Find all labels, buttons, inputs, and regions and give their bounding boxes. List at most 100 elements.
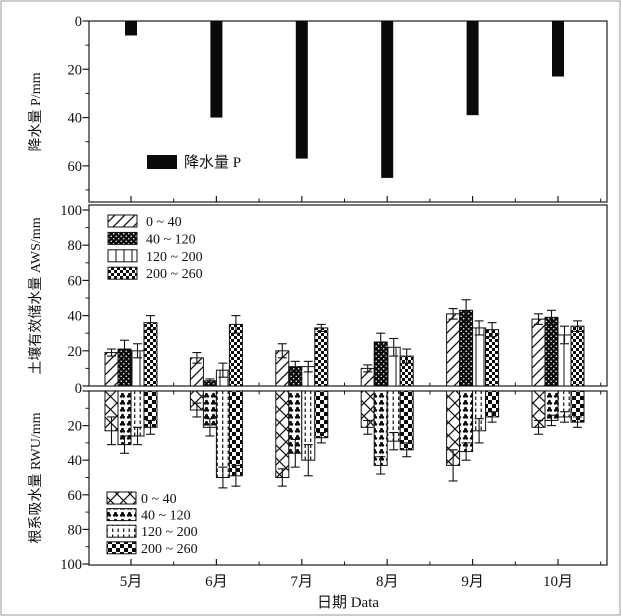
legend-label: 0 ~ 40 xyxy=(141,492,177,507)
bar-6月-120~200 xyxy=(215,390,230,478)
error-bar xyxy=(573,416,582,428)
panel-root-water-uptake: 20 40 60 80 100 根系吸水量 RWU/mm 0 ~ 40 40 ~ 120120… xyxy=(28,390,608,573)
legend-item-200~260: 200 ~ 260 xyxy=(106,541,198,557)
error-bar xyxy=(231,315,241,334)
y-tick-label: 100 xyxy=(60,203,82,219)
error-bar xyxy=(146,315,155,331)
y-tick-label: 80 xyxy=(68,238,83,254)
bar-6月-200~260 xyxy=(228,390,243,477)
error-bar xyxy=(547,414,556,427)
legend-item-120~200: 120 ~ 200 xyxy=(106,524,198,540)
legend-label: 40 ~ 120 xyxy=(141,509,191,524)
error-bar xyxy=(218,466,228,489)
y-tick-label: 80 xyxy=(68,522,83,538)
error-bar xyxy=(133,343,142,359)
error-bar xyxy=(120,435,129,454)
error-bar xyxy=(205,378,215,384)
error-bar xyxy=(461,299,471,322)
error-bar xyxy=(376,456,386,475)
error-bar xyxy=(402,442,412,458)
error-bar xyxy=(487,322,497,338)
bar-7月-0~40 xyxy=(275,390,290,478)
bar-9月-0~40 xyxy=(446,313,461,387)
bars xyxy=(104,299,585,387)
y-axis-title: 土壤有效储水量 AWS/mm xyxy=(27,217,44,374)
y-axis: 20 40 60 80 100 xyxy=(60,390,89,573)
legend-item-40~120: 40 ~ 120 xyxy=(106,508,191,524)
error-bar xyxy=(474,320,484,336)
legend-label: 120 ~ 200 xyxy=(141,525,198,540)
legend-swatch-black-clubs xyxy=(106,508,137,522)
legend-item-40~120: 40 ~ 120 xyxy=(107,231,196,247)
month-label: 8月 xyxy=(376,574,399,590)
y-tick-label: 20 xyxy=(68,344,83,360)
legend-swatch-solid-black xyxy=(147,155,177,169)
error-bar xyxy=(560,325,569,345)
legend-swatch-vertical-line xyxy=(107,249,138,263)
legend-swatch-cross-hatch xyxy=(106,491,137,505)
y-axis: 0 20 40 60 80 100 xyxy=(60,203,89,397)
legend-swatch-diagonal xyxy=(107,214,138,228)
precip-bar-10月 xyxy=(552,21,564,77)
y-tick-label: 40 xyxy=(68,309,83,325)
error-bar xyxy=(303,360,313,373)
error-bar xyxy=(316,431,326,444)
legend-label: 0 ~ 40 xyxy=(146,215,182,230)
bar-7月-200~260 xyxy=(314,390,329,439)
error-bar xyxy=(402,348,412,364)
month-label: 6月 xyxy=(205,574,228,590)
y-tick-label: 20 xyxy=(68,62,83,78)
x-axis-title: 日期 Data xyxy=(317,594,379,611)
error-bar xyxy=(107,416,116,446)
error-bar xyxy=(277,343,287,359)
legend-label: 120 ~ 200 xyxy=(146,250,203,265)
bar-9月-40~120 xyxy=(459,309,474,387)
bars xyxy=(125,21,564,178)
legend-item-200~260: 200 ~ 260 xyxy=(107,266,203,282)
panel-frame xyxy=(88,20,608,203)
precip-bar-5月 xyxy=(125,21,137,36)
y-tick-label: 0 xyxy=(75,381,82,397)
y-axis-title: 降水量 P/mm xyxy=(28,72,44,151)
month-label: 9月 xyxy=(461,574,484,590)
y-tick-label: 60 xyxy=(68,273,83,289)
error-bar xyxy=(205,418,215,437)
error-bar xyxy=(316,323,326,332)
x-axis xyxy=(130,196,602,202)
error-bar xyxy=(547,309,556,325)
month-label: 7月 xyxy=(291,574,314,590)
bar-10月-40~120 xyxy=(544,316,559,387)
bar-7月-200~260 xyxy=(314,327,329,387)
error-bar xyxy=(474,418,484,444)
legend-swatch-checker-small xyxy=(107,266,138,280)
y-axis: 0 20 40 60 xyxy=(68,14,89,191)
bar-10月-0~40 xyxy=(531,318,546,387)
precip-bar-8月 xyxy=(381,21,394,178)
error-bar xyxy=(376,332,386,352)
error-bar xyxy=(461,442,471,461)
error-bar xyxy=(303,444,313,477)
legend-label: 200 ~ 260 xyxy=(141,542,198,557)
bar-8月-200~260 xyxy=(399,390,414,451)
error-bar xyxy=(389,431,399,451)
bars xyxy=(104,390,585,489)
legend-swatch-vertical-dash xyxy=(106,524,137,538)
error-bar xyxy=(534,313,543,325)
precip-bar-7月 xyxy=(295,21,308,159)
y-tick-label: 60 xyxy=(68,159,83,175)
error-bar xyxy=(290,438,300,468)
precip-bar-6月 xyxy=(210,21,223,118)
bar-9月-200~260 xyxy=(485,329,500,387)
error-bar xyxy=(146,419,155,435)
legend-precipitation: 降水量 P xyxy=(147,154,241,171)
error-bar xyxy=(363,364,373,373)
y-tick-label: 40 xyxy=(68,111,83,127)
error-bar xyxy=(448,308,458,320)
bar-8月-40~120 xyxy=(373,390,388,466)
panel-frame xyxy=(88,204,608,387)
month-label: 10月 xyxy=(543,574,573,590)
error-bar xyxy=(277,468,287,487)
